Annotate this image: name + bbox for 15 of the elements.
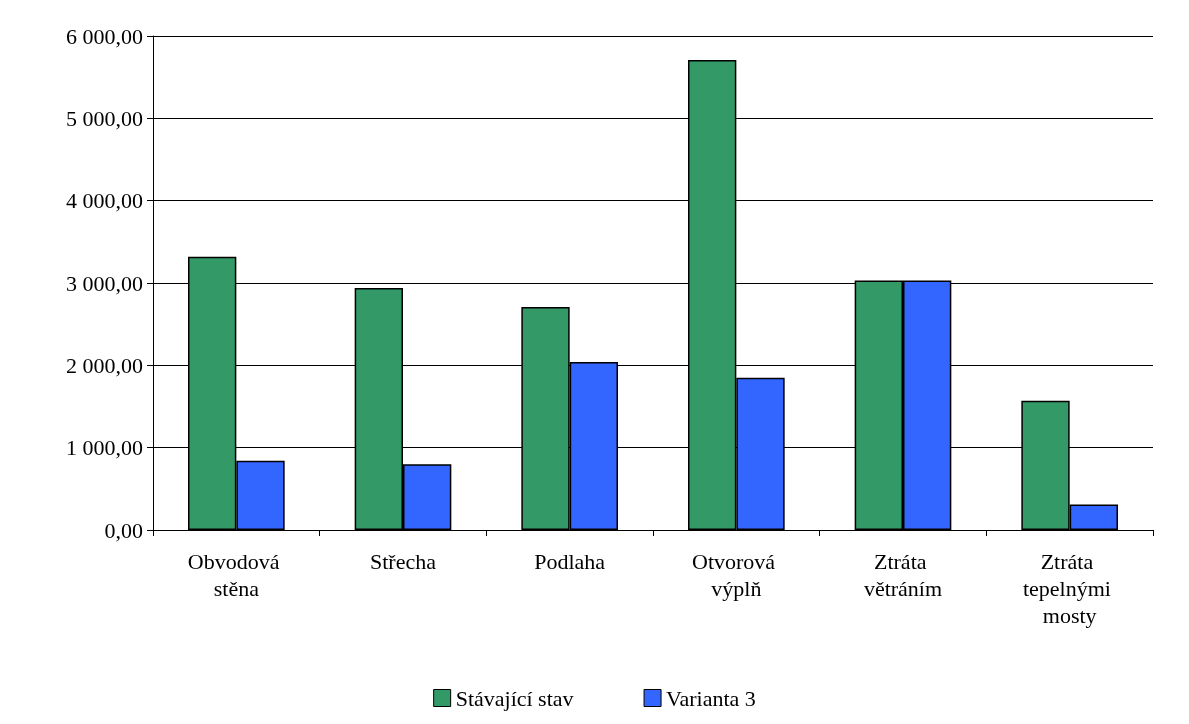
x-tick-label: Obvodová stěna	[187, 549, 285, 601]
x-tick-label: Ztráta tepelnými mosty	[1022, 549, 1117, 628]
x-tick-label: Ztráta větráním	[863, 549, 943, 601]
y-tick-label: 0,00	[104, 517, 143, 543]
y-tick-label: 5 000,00	[66, 105, 143, 131]
y-tick-label: 1 000,00	[66, 435, 143, 461]
x-tick-label: Otvorová výplň	[692, 549, 781, 601]
legend-label: Stávající stav	[455, 685, 574, 711]
y-tick-label: 4 000,00	[66, 188, 143, 214]
y-tick-label: 2 000,00	[66, 352, 143, 378]
legend-label: Varianta 3	[666, 685, 756, 711]
y-tick-label: 6 000,00	[66, 23, 143, 49]
y-tick-label: 3 000,00	[66, 270, 143, 296]
x-tick-label: Střecha	[370, 549, 437, 574]
x-tick-label: Podlaha	[534, 549, 606, 574]
